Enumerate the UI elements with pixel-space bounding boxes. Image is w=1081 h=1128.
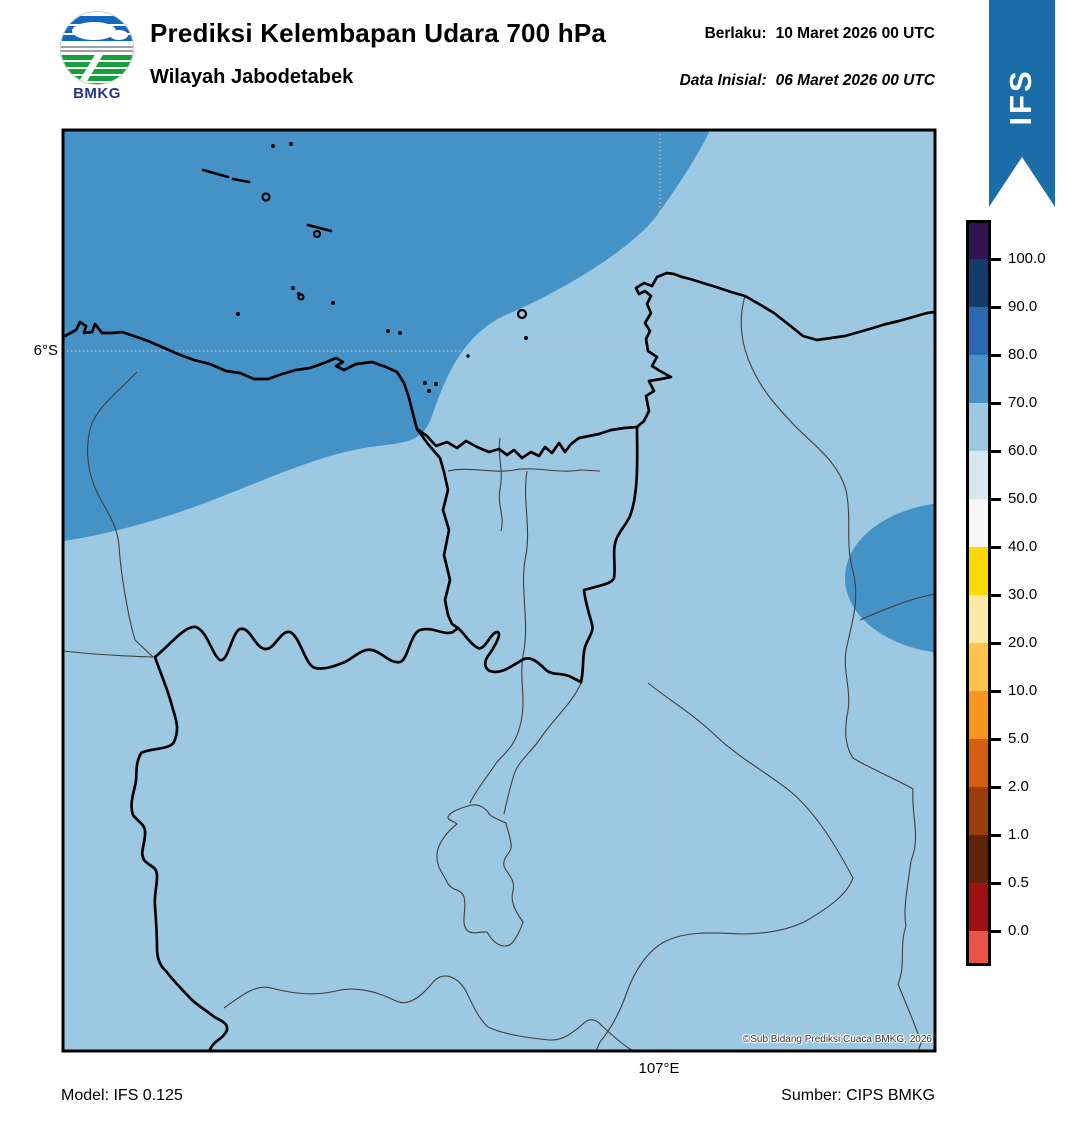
- colorbar: [966, 220, 991, 966]
- colorbar-tickmark: [988, 929, 1001, 933]
- colorbar-band: [969, 499, 988, 547]
- colorbar-tickmark: [988, 449, 1001, 453]
- colorbar-band: [969, 307, 988, 355]
- colorbar-tickmark: [988, 305, 1001, 309]
- initial-time-line: Data Inisial: 06 Maret 2026 00 UTC: [680, 72, 935, 90]
- valid-time-value: 10 Maret 2026 00 UTC: [775, 25, 935, 42]
- colorbar-band: [969, 787, 988, 835]
- page-title: Prediksi Kelembapan Udara 700 hPa: [150, 18, 607, 48]
- humidity-shade-70-80-east-lobe: [845, 503, 935, 653]
- colorbar-tick-label: 5.0: [1008, 730, 1029, 747]
- colorbar-tick-label: 90.0: [1008, 298, 1038, 315]
- model-ribbon: IFS: [989, 0, 1055, 207]
- initial-time-value: 06 Maret 2026 00 UTC: [775, 72, 935, 89]
- colorbar-tick-label: 20.0: [1008, 634, 1038, 651]
- colorbar-tickmark: [988, 737, 1001, 741]
- colorbar-tickmark: [988, 353, 1001, 357]
- colorbar-tick-label: 40.0: [1008, 538, 1038, 555]
- page-subtitle: Wilayah Jabodetabek: [150, 66, 354, 88]
- colorbar-band: [969, 403, 988, 451]
- colorbar-tick-label: 60.0: [1008, 442, 1038, 459]
- coastline-and-province-boundaries: [63, 271, 935, 1051]
- colorbar-tick-label: 2.0: [1008, 778, 1029, 795]
- initial-time-label: Data Inisial:: [679, 72, 767, 89]
- colorbar-tickmark: [988, 497, 1001, 501]
- colorbar-tick-label: 0.0: [1008, 922, 1029, 939]
- bmkg-logo-label: BMKG: [73, 85, 121, 102]
- dki-south-boundary: [456, 626, 583, 684]
- banten-jabar-boundary: [130, 655, 229, 1051]
- colorbar-tickmark: [988, 545, 1001, 549]
- colorbar-tick-label: 30.0: [1008, 586, 1038, 603]
- map-copyright: ©Sub Bidang Prediksi Cuaca BMKG, 2026: [742, 1034, 932, 1045]
- latitude-tick-label: 6°S: [33, 342, 58, 359]
- colorbar-tickmark: [988, 689, 1001, 693]
- colorbar-band: [969, 931, 988, 963]
- footer-model-label: Model: IFS 0.125: [61, 1087, 183, 1104]
- colorbar-tickmark: [988, 881, 1001, 885]
- bogor-city-boundary: [436, 804, 524, 947]
- ribbon-label: IFS: [1003, 68, 1038, 125]
- map-frame: [61, 128, 937, 1053]
- colorbar-tick-label: 80.0: [1008, 346, 1038, 363]
- tangerang-bogor-boundary: [153, 625, 460, 670]
- colorbar-tick-label: 1.0: [1008, 826, 1029, 843]
- colorbar-band: [969, 547, 988, 595]
- islands-kepulauan-seribu: [201, 142, 528, 393]
- colorbar-tickmark: [988, 785, 1001, 789]
- colorbar-tickmark: [988, 593, 1001, 597]
- colorbar-tick-label: 70.0: [1008, 394, 1038, 411]
- colorbar-band: [969, 355, 988, 403]
- colorbar-band: [969, 835, 988, 883]
- valid-time-label: Berlaku:: [704, 25, 767, 42]
- graticule: [63, 130, 935, 1051]
- valid-time-line: Berlaku: 10 Maret 2026 00 UTC: [705, 25, 935, 43]
- longitude-tick-label: 107°E: [638, 1060, 680, 1077]
- colorbar-band: [969, 739, 988, 787]
- footer-source-label: Sumber: CIPS BMKG: [781, 1087, 935, 1104]
- colorbar-band: [969, 223, 988, 259]
- ribbon-shape: [989, 0, 1055, 207]
- colorbar-tickmark: [988, 833, 1001, 837]
- humidity-shade-70-80-northwest: [63, 130, 710, 541]
- map-area: [63, 130, 935, 1051]
- bmkg-logo: [60, 11, 134, 85]
- colorbar-tick-label: 10.0: [1008, 682, 1038, 699]
- colorbar-tick-label: 0.5: [1008, 874, 1029, 891]
- colorbar-band: [969, 691, 988, 739]
- colorbar-band: [969, 451, 988, 499]
- colorbar-band: [969, 259, 988, 307]
- colorbar-band: [969, 883, 988, 931]
- district-boundaries: [63, 295, 935, 1051]
- colorbar-band: [969, 595, 988, 643]
- coastline: [63, 271, 935, 460]
- colorbar-tickmark: [988, 257, 1001, 261]
- colorbar-tickmark: [988, 641, 1001, 645]
- colorbar-band: [969, 643, 988, 691]
- colorbar-tickmark: [988, 401, 1001, 405]
- dki-west-boundary: [415, 427, 460, 630]
- dki-east-boundary: [579, 425, 639, 684]
- logo-gray-lines: [61, 46, 133, 52]
- colorbar-tick-label: 100.0: [1008, 250, 1046, 267]
- colorbar-tick-label: 50.0: [1008, 490, 1038, 507]
